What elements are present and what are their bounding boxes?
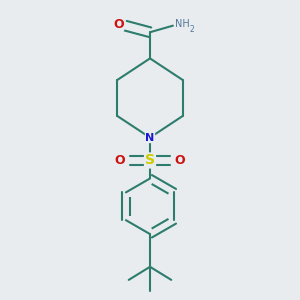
- Text: O: O: [115, 154, 125, 167]
- Text: O: O: [175, 154, 185, 167]
- Text: NH: NH: [175, 19, 189, 29]
- Text: N: N: [146, 133, 154, 142]
- Text: 2: 2: [190, 25, 195, 34]
- Text: S: S: [145, 154, 155, 167]
- Text: O: O: [113, 17, 124, 31]
